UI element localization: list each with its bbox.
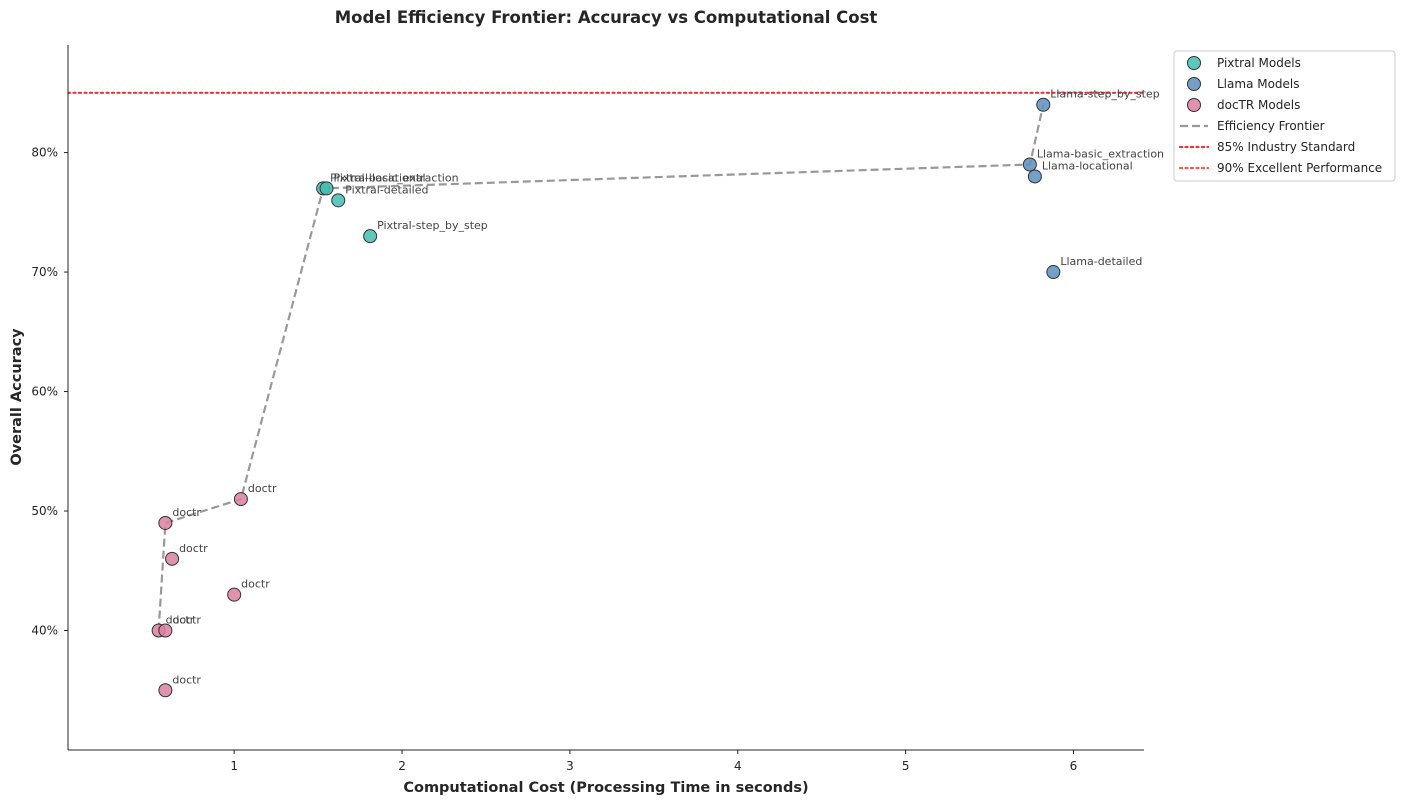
x-tick-label: 3 xyxy=(566,759,574,773)
efficiency-frontier-line xyxy=(157,104,1045,631)
data-point xyxy=(158,683,173,698)
y-tick-label: 40% xyxy=(31,624,58,638)
point-annotation: Llama-locational xyxy=(1042,159,1133,172)
legend-label: Pixtral Models xyxy=(1217,56,1301,70)
legend-label: Efficiency Frontier xyxy=(1217,119,1325,133)
point-annotation: Llama-detailed xyxy=(1060,255,1142,268)
legend-label: docTR Models xyxy=(1217,98,1300,112)
data-point xyxy=(233,492,248,507)
y-tick-label: 50% xyxy=(31,504,58,518)
reference-lines xyxy=(68,91,1144,94)
x-tick-label: 1 xyxy=(230,759,238,773)
point-annotation: doctr xyxy=(248,482,277,495)
y-tick-label: 60% xyxy=(31,385,58,399)
point-annotation: Llama-basic_extraction xyxy=(1037,147,1164,160)
point-annotation: doctr xyxy=(241,578,270,591)
y-axis-label: Overall Accuracy xyxy=(9,328,25,466)
series-group xyxy=(1022,97,1061,280)
y-tick-label: 70% xyxy=(31,265,58,279)
series-group xyxy=(151,492,248,698)
legend-box xyxy=(1173,50,1396,182)
data-point xyxy=(227,587,242,602)
data-point xyxy=(1022,157,1037,172)
point-annotation: Llama-step_by_step xyxy=(1050,88,1159,101)
data-point xyxy=(158,515,173,530)
x-tick-label: 6 xyxy=(1070,759,1078,773)
frontier-layer xyxy=(157,104,1045,631)
points-layer xyxy=(151,97,1061,698)
data-point xyxy=(165,551,180,566)
chart-title: Model Efficiency Frontier: Accuracy vs C… xyxy=(335,8,878,27)
point-annotation: doctr xyxy=(179,542,208,555)
legend: Pixtral Models Llama Models docTR Models Ef… xyxy=(1173,50,1396,182)
annotations-layer: Pixtral-basic_extractionPixtral-location… xyxy=(166,88,1164,687)
point-annotation: doctr xyxy=(172,614,201,627)
point-annotation: doctr xyxy=(172,673,201,686)
axes: 1 2 3 4 5 6 40% 50% 60% 70% 80% xyxy=(31,45,1144,773)
y-tick-label: 80% xyxy=(31,146,58,160)
legend-marker xyxy=(1187,98,1201,112)
data-point xyxy=(1036,97,1051,112)
plot-area: Pixtral-basic_extractionPixtral-location… xyxy=(68,88,1164,698)
legend-items: Pixtral Models Llama Models docTR Models Ef… xyxy=(1178,56,1382,175)
y-ticks: 40% 50% 60% 70% 80% xyxy=(31,146,68,638)
point-annotation: Pixtral-basic_extraction xyxy=(330,171,458,184)
legend-marker xyxy=(1187,56,1201,70)
legend-item: Pixtral Models xyxy=(1187,56,1301,70)
x-ticks: 1 2 3 4 5 6 xyxy=(230,750,1077,773)
point-annotation: Pixtral-step_by_step xyxy=(377,219,488,232)
point-annotation: doctr xyxy=(172,506,201,519)
legend-item: docTR Models xyxy=(1187,98,1300,112)
x-tick-label: 5 xyxy=(902,759,910,773)
legend-item: 90% Excellent Performance xyxy=(1178,161,1382,175)
data-point xyxy=(363,229,378,244)
legend-marker xyxy=(1187,77,1201,91)
series-group xyxy=(316,181,378,244)
point-annotation: Pixtral-detailed xyxy=(345,183,428,196)
point-annotation: Pixtral-locational xyxy=(334,171,426,184)
legend-label: 85% Industry Standard xyxy=(1217,140,1355,154)
legend-item: 85% Industry Standard xyxy=(1178,140,1355,154)
point-annotation: doctr xyxy=(166,614,195,627)
x-axis-label: Computational Cost (Processing Time in s… xyxy=(403,780,808,796)
x-tick-label: 2 xyxy=(398,759,406,773)
x-tick-label: 4 xyxy=(734,759,742,773)
data-point xyxy=(319,181,334,196)
legend-item: Llama Models xyxy=(1187,77,1300,91)
legend-label: Llama Models xyxy=(1217,77,1300,91)
legend-label: 90% Excellent Performance xyxy=(1217,161,1382,175)
data-point xyxy=(1027,169,1042,184)
data-point xyxy=(158,623,173,638)
data-point xyxy=(1046,265,1061,280)
data-point xyxy=(331,193,346,208)
legend-item: Efficiency Frontier xyxy=(1180,119,1325,133)
